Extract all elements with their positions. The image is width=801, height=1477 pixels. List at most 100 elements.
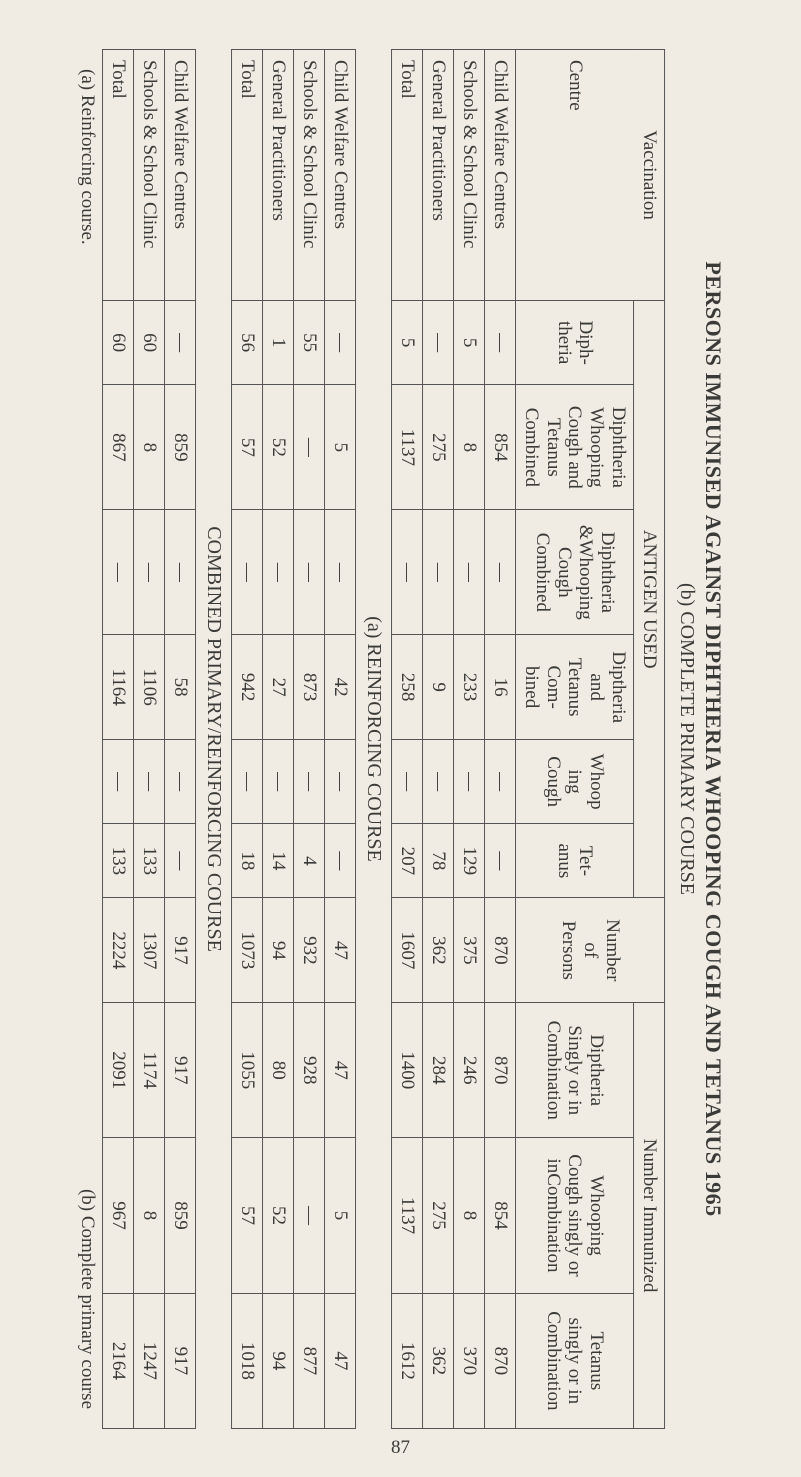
cell: 129	[453, 823, 484, 897]
cell: 1073	[231, 897, 262, 1002]
cell: 233	[453, 634, 484, 739]
cell: 1106	[133, 634, 164, 739]
persons-header: Number of Persons	[515, 897, 664, 1002]
cell: 5	[324, 384, 355, 509]
table-row: Child Welfare Centres—854—16——8708708548…	[484, 49, 515, 1428]
row-label: Schools & School Clinic	[453, 49, 484, 300]
cell: —	[102, 509, 133, 634]
cell: —	[422, 739, 453, 823]
cell: 1607	[391, 897, 422, 1002]
cell: 917	[164, 1293, 195, 1428]
cell: 5	[453, 300, 484, 384]
cell: —	[133, 739, 164, 823]
table-row: Total51137—258—2071607140011371612	[391, 49, 422, 1428]
cell: 2224	[102, 897, 133, 1002]
cell: 60	[102, 300, 133, 384]
cell: 94	[262, 1293, 293, 1428]
col-i3: Tetanus singly or in Combination	[515, 1293, 633, 1428]
cell: 8	[133, 384, 164, 509]
cell: 967	[102, 1137, 133, 1292]
table-row: Schools & School Clinic58—233—1293752468…	[453, 49, 484, 1428]
footnote-a: (a) Reinforcing course.	[75, 69, 97, 245]
cell: 917	[164, 897, 195, 1002]
col-diphtheria: Diph- theria	[515, 300, 633, 384]
row-label: Child Welfare Centres	[484, 49, 515, 300]
cell: —	[324, 509, 355, 634]
row-label: Total	[231, 49, 262, 300]
cell: 1137	[391, 1137, 422, 1292]
cell: —	[293, 384, 324, 509]
cell: 47	[324, 897, 355, 1002]
cell: 284	[422, 1002, 453, 1137]
cell: 362	[422, 1293, 453, 1428]
cell: 275	[422, 384, 453, 509]
cell: 42	[324, 634, 355, 739]
cell: —	[293, 509, 324, 634]
cell: 870	[484, 1293, 515, 1428]
cell: 928	[293, 1002, 324, 1137]
table-row: Child Welfare Centres—859—58——9179178599…	[164, 49, 195, 1428]
centre-header: Centre	[515, 49, 633, 300]
cell: 52	[262, 1137, 293, 1292]
cell: —	[484, 739, 515, 823]
cell: 60	[133, 300, 164, 384]
cell: 52	[262, 384, 293, 509]
cell: 1055	[231, 1002, 262, 1137]
row-label: Child Welfare Centres	[324, 49, 355, 300]
row-label: General Practitioners	[422, 49, 453, 300]
cell: 859	[164, 1137, 195, 1292]
cell: 14	[262, 823, 293, 897]
cell: 2091	[102, 1002, 133, 1137]
cell: 854	[484, 1137, 515, 1292]
table-row: Schools & School Clinic608—1106—13313071…	[133, 49, 164, 1428]
col-dt: Diptheria and Tetanus Com- bined	[515, 634, 633, 739]
cell: 18	[231, 823, 262, 897]
cell: —	[293, 739, 324, 823]
cell: 8	[453, 1137, 484, 1292]
cell: —	[102, 739, 133, 823]
cell: 246	[453, 1002, 484, 1137]
col-wc: Whoop ing Cough	[515, 739, 633, 823]
cell: 917	[164, 1002, 195, 1137]
cell: —	[133, 509, 164, 634]
cell: —	[324, 300, 355, 384]
cell: 275	[422, 1137, 453, 1292]
cell: 258	[391, 634, 422, 739]
cell: —	[484, 823, 515, 897]
row-label: General Practitioners	[262, 49, 293, 300]
cell: 57	[231, 384, 262, 509]
cell: —	[484, 300, 515, 384]
cell: 1164	[102, 634, 133, 739]
row-label: Total	[102, 49, 133, 300]
vaccination-header: Vaccination	[633, 49, 664, 300]
row-label: Total	[391, 49, 422, 300]
col-i1: Diptheria Singly or in Combination	[515, 1002, 633, 1137]
cell: 1612	[391, 1293, 422, 1428]
table-row: General Practitioners—275—9—783622842753…	[422, 49, 453, 1428]
cell: 78	[422, 823, 453, 897]
cell: —	[484, 509, 515, 634]
cell: 942	[231, 634, 262, 739]
cell: 133	[102, 823, 133, 897]
table-row: Total60867—1164—133222420919672164	[102, 49, 133, 1428]
antigen-header: ANTIGEN USED	[633, 300, 664, 897]
cell: 870	[484, 1002, 515, 1137]
cell: —	[391, 509, 422, 634]
cell: 8	[133, 1137, 164, 1292]
cell: 55	[293, 300, 324, 384]
cell: —	[231, 509, 262, 634]
cell: 1137	[391, 384, 422, 509]
cell: 9	[422, 634, 453, 739]
cell: 1400	[391, 1002, 422, 1137]
cell: 362	[422, 897, 453, 1002]
cell: —	[422, 300, 453, 384]
page-title: PERSONS IMMUNISED AGAINST DIPHTHERIA WHO…	[700, 49, 726, 1429]
cell: —	[262, 509, 293, 634]
cell: —	[391, 739, 422, 823]
data-table: Vaccination ANTIGEN USED Number of Perso…	[101, 49, 664, 1429]
cell: —	[422, 509, 453, 634]
cell: 1	[262, 300, 293, 384]
cell: 1247	[133, 1293, 164, 1428]
row-label: Schools & School Clinic	[293, 49, 324, 300]
footnote-b: (b) Complete primary course	[75, 1188, 97, 1408]
